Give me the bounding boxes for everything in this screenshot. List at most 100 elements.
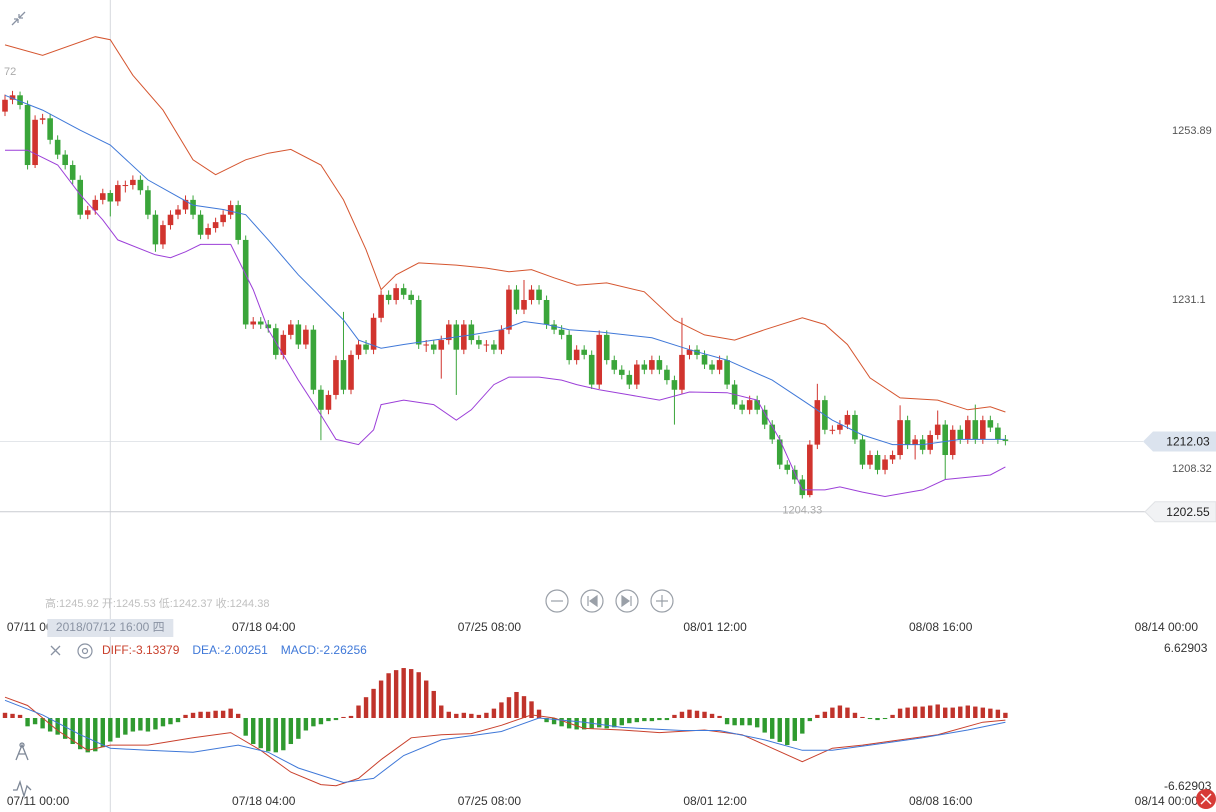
candle-body [611, 360, 618, 370]
candle-body [972, 420, 979, 440]
macd-bar [672, 714, 677, 718]
low-label: 1204.33 [782, 504, 822, 516]
macd-bar [890, 714, 895, 718]
candle-body [852, 414, 858, 440]
candle-body [739, 404, 745, 410]
candle-body [799, 479, 806, 496]
last-button[interactable] [615, 589, 639, 613]
indicator-icon[interactable] [13, 779, 32, 799]
macd-bar [1003, 712, 1008, 718]
ohlc-info: 高:1245.92 开:1245.53 低:1242.37 收:1244.38 [45, 596, 269, 610]
macd-bar [950, 707, 955, 718]
candle-body [649, 360, 655, 370]
macd-bar [378, 680, 384, 718]
macd-bar [499, 702, 504, 718]
macd-bar [348, 715, 354, 718]
macd-bar [604, 718, 609, 729]
macd-bar [175, 718, 181, 723]
candle-body [746, 400, 753, 410]
candle-body [370, 317, 377, 350]
candle-body [867, 455, 873, 465]
candle-body [415, 300, 422, 345]
candle-body [724, 360, 730, 385]
candle-body [54, 139, 61, 155]
candle-body [566, 334, 572, 361]
crosshair-date-label: 2018/07/12 16:00 四 [56, 620, 165, 634]
macd-bar [40, 718, 45, 729]
candle-body [62, 154, 68, 166]
draw-tool-icon[interactable] [15, 742, 29, 761]
candle-body [716, 360, 723, 370]
line [4, 696, 1006, 787]
x-tick-label: 07/11 00:00 [7, 794, 70, 808]
legend-entry: MACD:-2.26256 [281, 643, 367, 657]
candle-body [340, 360, 347, 390]
macd-bar [882, 718, 888, 720]
y-tick-label: 6.62903 [1164, 641, 1208, 655]
macd-bar [927, 705, 933, 718]
first-button[interactable] [580, 589, 604, 613]
line [4, 36, 1006, 413]
macd-bar [988, 708, 993, 718]
y-tick-label: -6.62903 [1164, 779, 1212, 793]
corner-logo[interactable] [1196, 789, 1216, 809]
zoom-out-button[interactable] [545, 589, 569, 613]
settings-icon[interactable] [77, 643, 93, 659]
legend-entry: DEA:-2.00251 [192, 643, 268, 657]
macd-bar [995, 709, 1001, 718]
macd-bar [243, 718, 248, 736]
candle-body [400, 288, 407, 295]
candle-body [182, 199, 189, 210]
candle-body [303, 329, 309, 345]
macd-bar [78, 718, 83, 750]
candle-body [491, 344, 497, 350]
candle-body [24, 104, 31, 166]
macd-bar [807, 718, 813, 722]
zoom-in-button[interactable] [650, 589, 674, 613]
collapse-icon[interactable] [11, 11, 26, 26]
macd-bar [649, 718, 655, 722]
candle-body [265, 324, 272, 329]
macd-bar [837, 705, 843, 718]
candle-body [596, 334, 603, 385]
macd-bar [642, 718, 647, 722]
candle-body [2, 99, 8, 112]
candle-body [1002, 439, 1009, 441]
macd-bar [875, 718, 880, 721]
macd-bar [371, 688, 376, 718]
candle-body [242, 239, 249, 325]
macd-bar [138, 718, 143, 731]
candle-body [904, 420, 911, 445]
candle-body [543, 300, 550, 325]
candle-body [69, 165, 76, 180]
candle-body [197, 214, 204, 235]
macd-bar [228, 708, 233, 718]
macd-bar [288, 718, 294, 745]
macd-bar [484, 712, 489, 718]
macd-bar [439, 705, 444, 718]
candle-body [581, 349, 587, 355]
macd-bar [153, 718, 158, 730]
x-tick-label: 07/18 04:00 [232, 620, 296, 634]
candle-body [220, 214, 226, 223]
macd-bar [85, 718, 90, 753]
candle-body [686, 349, 693, 355]
candle-body [641, 364, 648, 370]
macd-bar [363, 697, 369, 718]
candle-body [859, 439, 866, 465]
candle-body [942, 424, 949, 456]
macd-bar [93, 718, 98, 752]
crosshair-date-tag [47, 619, 174, 637]
candle-body [430, 344, 437, 350]
macd-bar [536, 709, 542, 718]
macd-bar [25, 718, 30, 727]
close-icon[interactable] [50, 645, 61, 656]
macd-bar [115, 718, 121, 738]
macd-bar [205, 711, 211, 718]
last-price-label: 1212.03 [1166, 435, 1210, 449]
macd-bar [521, 696, 527, 718]
macd-bar [311, 718, 316, 727]
macd-bar [860, 716, 865, 718]
candle-body [874, 455, 881, 470]
